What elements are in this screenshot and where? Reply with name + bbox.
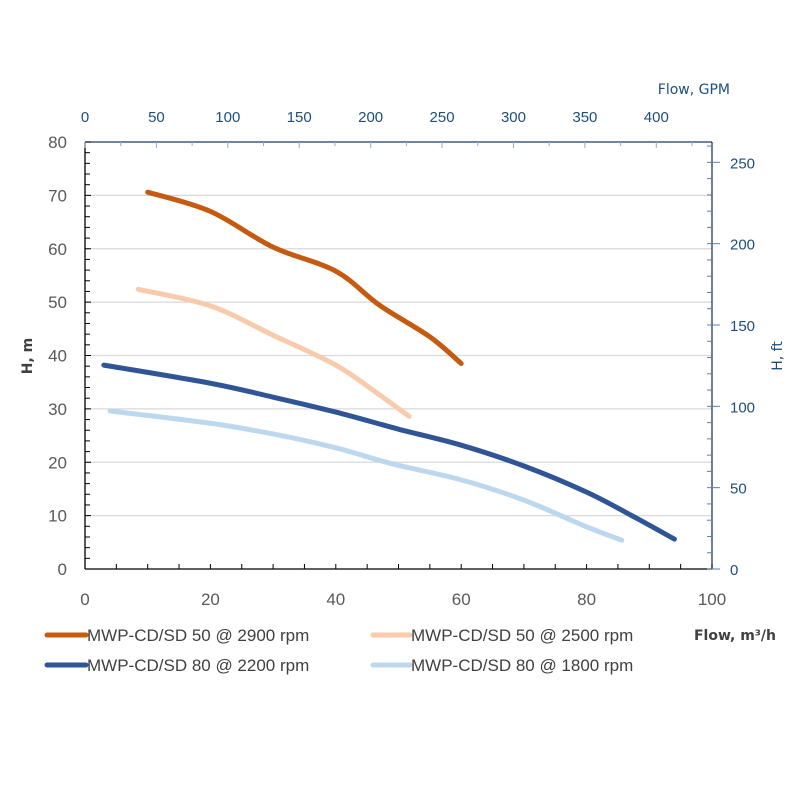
axes [84,141,720,570]
y-tick-label-40: 40 [48,347,67,366]
legend-item-3[interactable]: MWP-CD/SD 80 @ 1800 rpm [370,656,633,675]
legend-label-2: MWP-CD/SD 80 @ 2200 rpm [87,656,309,675]
y-tick-label-60: 60 [48,240,67,259]
series-line-1 [135,286,412,419]
x2-tick-label-400: 400 [644,109,669,126]
series-line-3 [107,408,625,543]
series-lines [101,189,677,543]
legend-item-1[interactable]: MWP-CD/SD 50 @ 2500 rpm [370,626,633,645]
y-tick-label-80: 80 [48,133,67,152]
x-tick-label-60: 60 [452,590,471,609]
y-tick-label-10: 10 [48,507,67,526]
x-tick-label-80: 80 [577,590,596,609]
legend-label-1: MWP-CD/SD 50 @ 2500 rpm [411,626,633,645]
y-tick-label-0: 0 [58,560,67,579]
x2-tick-label-250: 250 [430,109,455,126]
x-axis-title-top: Flow, GPM [658,82,730,98]
x2-tick-label-300: 300 [501,109,526,126]
legend-item-2[interactable]: MWP-CD/SD 80 @ 2200 rpm [44,656,309,675]
y2-tick-label-0: 0 [730,562,738,579]
y-tick-label-20: 20 [48,453,67,472]
x2-tick-label-50: 50 [148,109,165,126]
series-line-2 [101,362,677,542]
x-axis-title-bottom: Flow, m³/h [694,628,776,644]
y2-tick-label-200: 200 [730,237,755,254]
y2-tick-label-100: 100 [730,399,755,416]
legend-label-3: MWP-CD/SD 80 @ 1800 rpm [411,656,633,675]
y-axis-title-left: H, m [20,338,36,375]
y2-tick-label-150: 150 [730,318,755,335]
y-tick-label-50: 50 [48,293,67,312]
y2-tick-label-50: 50 [730,481,747,498]
y-tick-label-70: 70 [48,186,67,205]
x2-tick-label-200: 200 [358,109,383,126]
series-line-0 [145,189,464,367]
x-tick-label-100: 100 [698,590,726,609]
legend-item-0[interactable]: MWP-CD/SD 50 @ 2900 rpm [44,626,309,645]
x2-tick-label-150: 150 [287,109,312,126]
y-axis-title-right: H, ft [770,341,786,371]
y2-tick-label-250: 250 [730,155,755,172]
x2-tick-label-350: 350 [572,109,597,126]
x-tick-label-0: 0 [80,590,89,609]
x2-tick-label-100: 100 [215,109,240,126]
legend: MWP-CD/SD 50 @ 2900 rpm MWP-CD/SD 50 @ 2… [44,626,633,675]
x-tick-label-20: 20 [201,590,220,609]
legend-label-0: MWP-CD/SD 50 @ 2900 rpm [87,626,309,645]
x-tick-label-40: 40 [326,590,345,609]
x2-tick-label-0: 0 [81,109,89,126]
y-tick-label-30: 30 [48,400,67,419]
